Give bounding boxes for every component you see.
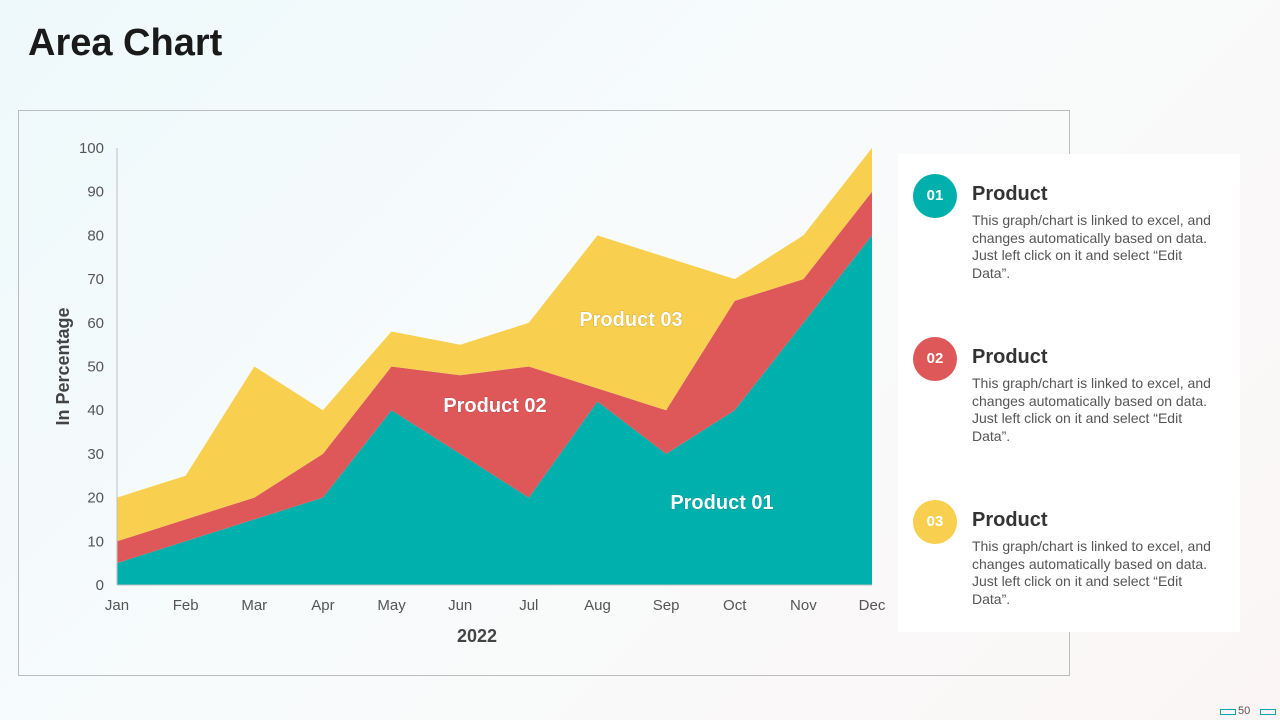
area-label-1: Product 01 bbox=[670, 492, 773, 514]
x-tick-label: Mar bbox=[241, 597, 267, 614]
y-axis-title: In Percentage bbox=[53, 307, 73, 425]
x-tick-label: Oct bbox=[723, 597, 747, 614]
page-marker-right bbox=[1260, 709, 1276, 715]
legend-description: This graph/chart is linked to excel, and… bbox=[972, 375, 1211, 444]
page-number: 50 bbox=[1220, 704, 1280, 720]
y-tick-label: 50 bbox=[87, 359, 104, 376]
legend-description: This graph/chart is linked to excel, and… bbox=[972, 212, 1211, 281]
y-tick-label: 80 bbox=[87, 227, 104, 244]
legend-panel: 01 Product This graph/chart is linked to… bbox=[898, 154, 1240, 632]
area-label-2: Product 02 bbox=[443, 395, 546, 417]
y-tick-label: 40 bbox=[87, 402, 104, 419]
x-tick-label: Jun bbox=[448, 597, 472, 614]
y-tick-label: 70 bbox=[87, 271, 104, 288]
legend-title: Product bbox=[972, 509, 1048, 531]
area-series-2[interactable] bbox=[117, 191, 872, 564]
page-marker-left bbox=[1220, 709, 1236, 715]
legend-number-badge: 02 bbox=[913, 337, 957, 381]
x-tick-label: Sep bbox=[653, 597, 680, 614]
x-tick-label: Feb bbox=[173, 597, 199, 614]
x-tick-label: Apr bbox=[311, 597, 334, 614]
y-tick-label: 20 bbox=[87, 490, 104, 507]
area-series-1[interactable] bbox=[117, 235, 872, 585]
legend-title: Product bbox=[972, 183, 1048, 205]
y-tick-label: 30 bbox=[87, 446, 104, 463]
page-number-text: 50 bbox=[1238, 705, 1251, 717]
page-title: Area Chart bbox=[28, 22, 223, 64]
x-tick-label: Nov bbox=[790, 597, 817, 614]
x-tick-label: Jul bbox=[519, 597, 538, 614]
legend-number-badge: 03 bbox=[913, 500, 957, 544]
area-series-3[interactable] bbox=[117, 148, 872, 542]
legend-title: Product bbox=[972, 346, 1048, 368]
x-axis-title: 2022 bbox=[457, 626, 497, 646]
x-tick-label: Jan bbox=[105, 597, 129, 614]
legend-description: This graph/chart is linked to excel, and… bbox=[972, 538, 1211, 607]
y-tick-label: 10 bbox=[87, 533, 104, 550]
x-tick-label: May bbox=[377, 597, 406, 614]
chart-frame[interactable]: 0 10 20 30 40 50 60 70 80 90 100 Jan Feb Mar Apr May Jun… bbox=[18, 110, 1070, 676]
y-tick-label: 100 bbox=[79, 140, 104, 157]
y-tick-label: 0 bbox=[96, 577, 104, 594]
area-label-3: Product 03 bbox=[579, 309, 682, 331]
y-tick-label: 60 bbox=[87, 315, 104, 332]
legend-number-badge: 01 bbox=[913, 174, 957, 218]
x-tick-label: Dec bbox=[859, 597, 886, 614]
x-tick-label: Aug bbox=[584, 597, 611, 614]
y-tick-label: 90 bbox=[87, 184, 104, 201]
